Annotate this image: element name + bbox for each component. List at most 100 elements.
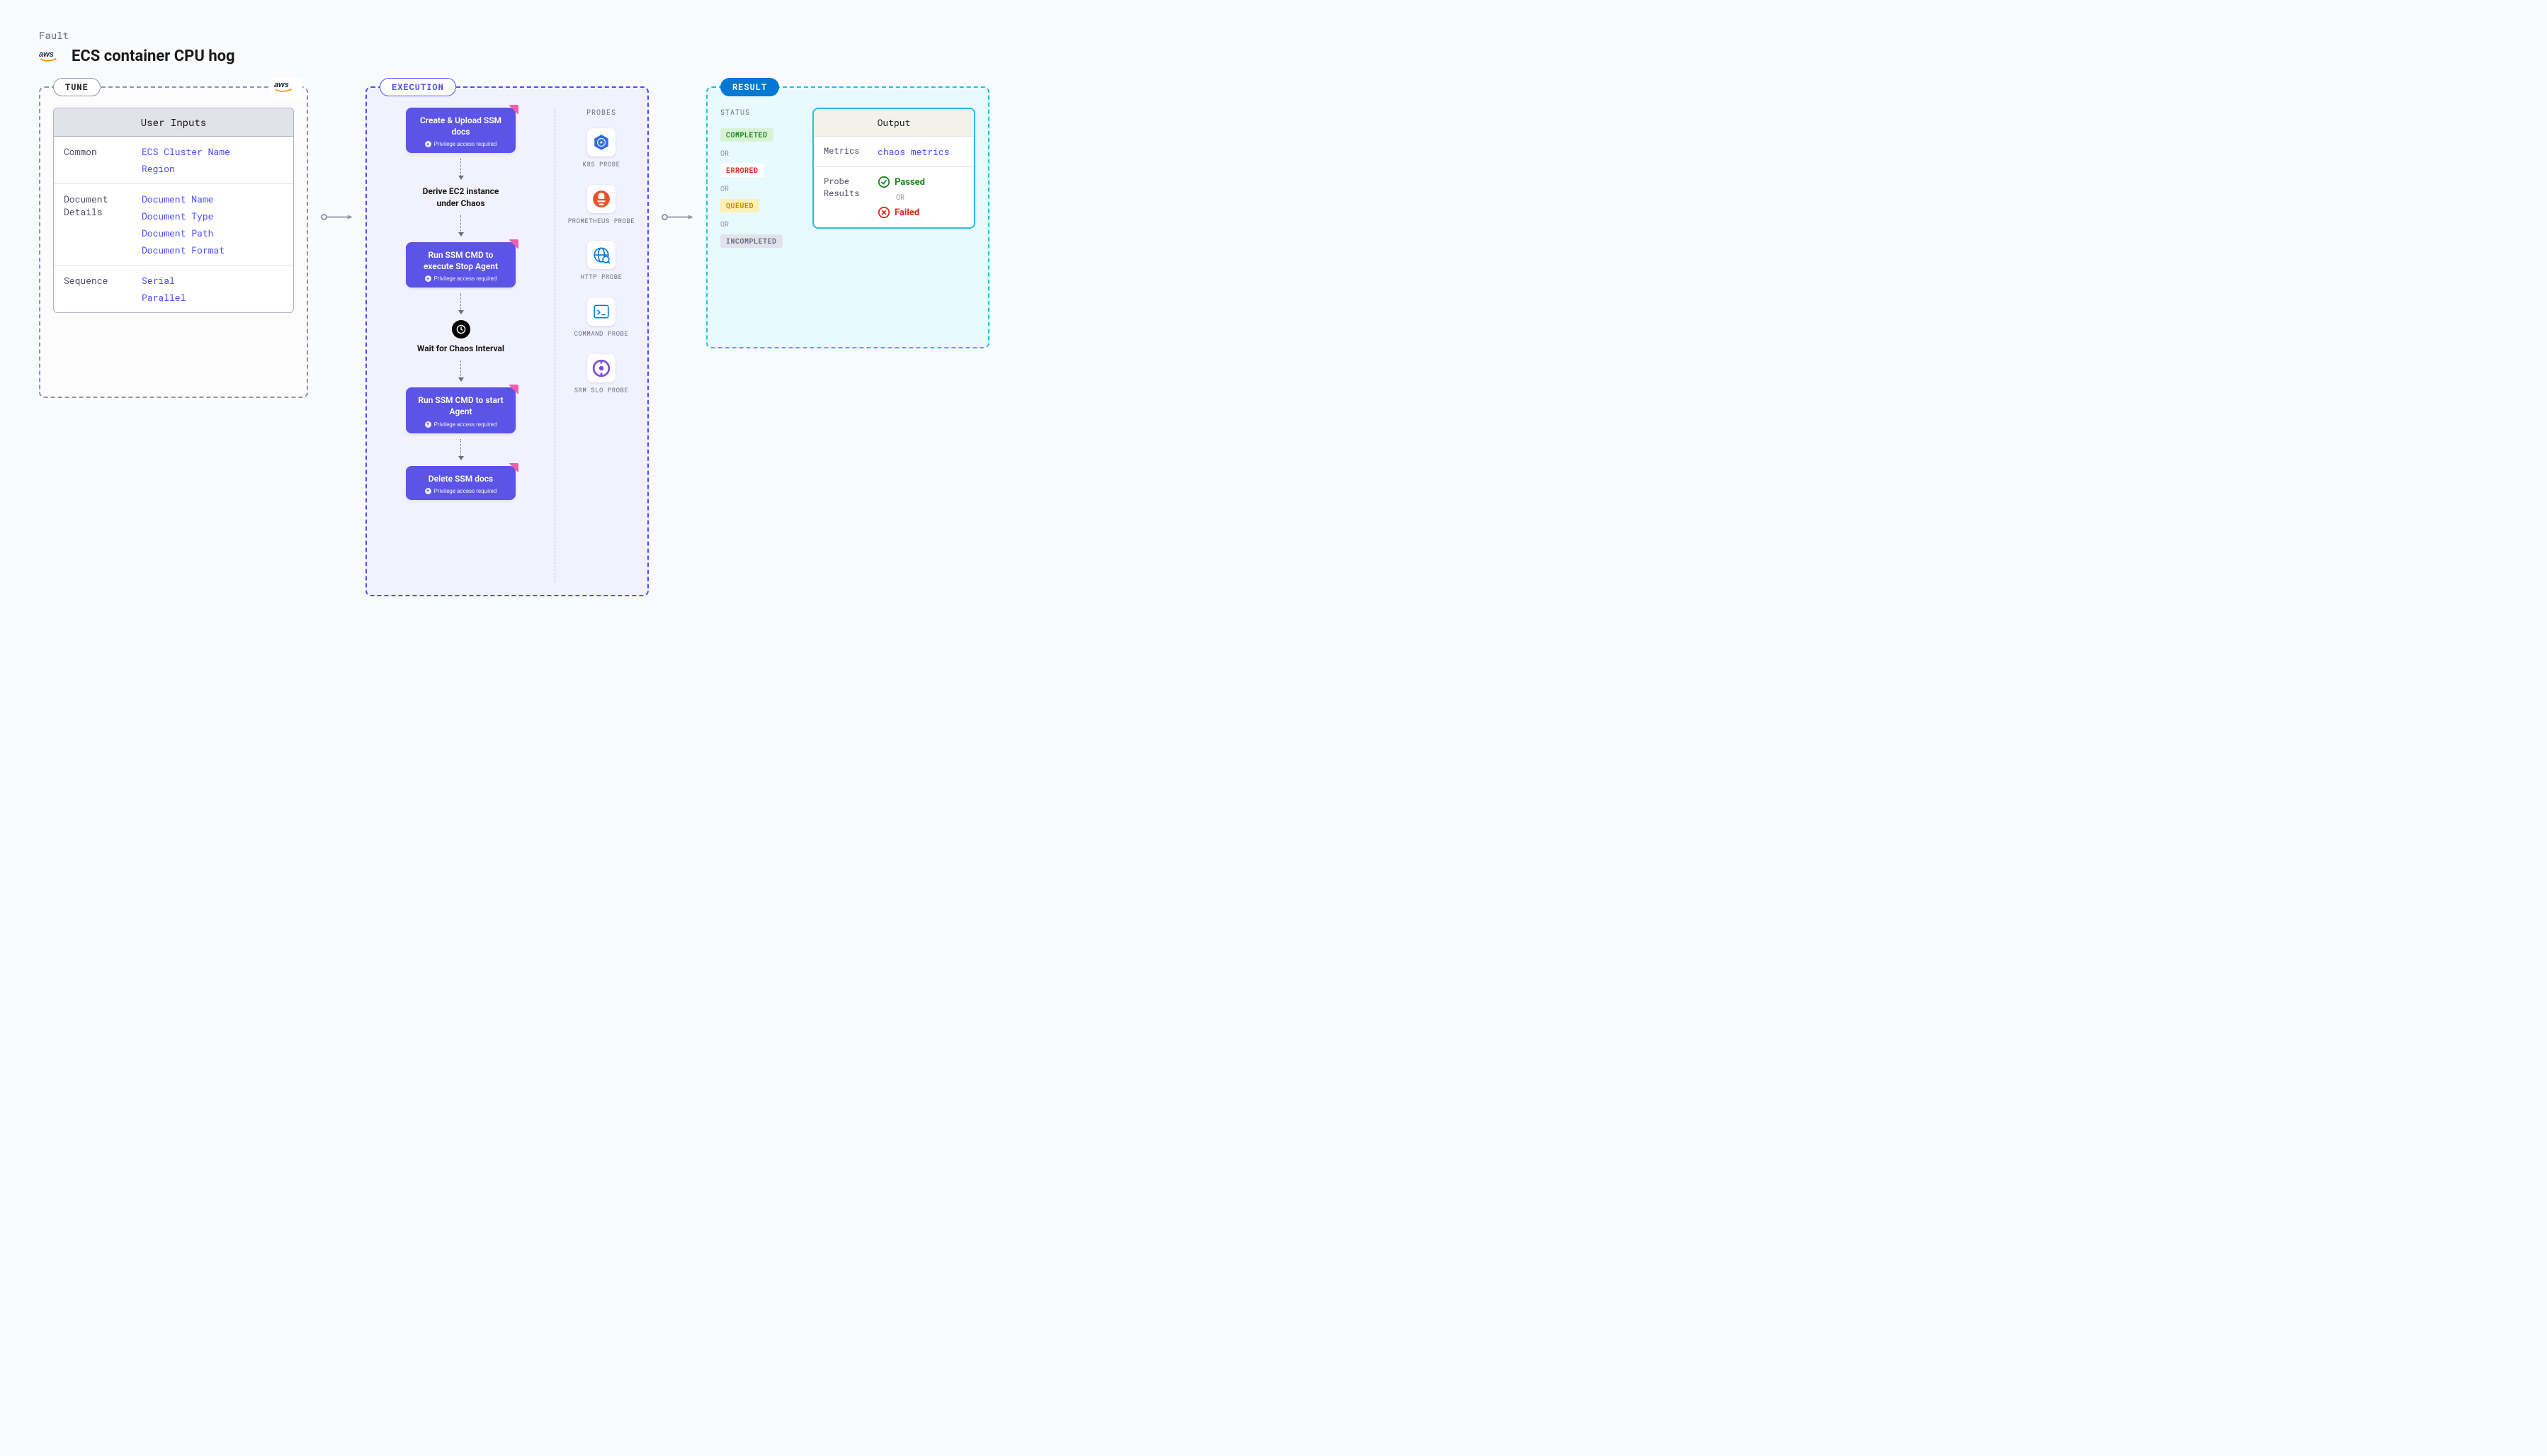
failed-label: Failed [895, 207, 919, 218]
page-title: ECS container CPU hog [72, 47, 235, 65]
metrics-value: chaos metrics [878, 145, 949, 158]
status-badge: INCOMPLETED [720, 234, 783, 248]
title-row: aws ECS container CPU hog [39, 47, 2508, 65]
input-param: Document Format [142, 244, 225, 256]
probe-item: PROMETHEUS PROBE [568, 185, 635, 226]
output-box: Output Metrics chaos metrics Probe Resul… [812, 108, 975, 229]
privilege-note: +Privilege access required [416, 421, 506, 428]
step-title: Wait for Chaos Interval [412, 343, 511, 355]
connector-arrow [321, 214, 353, 220]
row-label: Document Details [64, 193, 127, 256]
probes-column: PROBES K8S PROBE PROMETHEUS PROBE HTTP P… [555, 108, 647, 582]
prom-probe-icon [587, 185, 616, 213]
plain-step: Derive EC2 instance under Chaos [412, 186, 511, 210]
status-column: STATUS COMPLETEDORERROREDORQUEUEDORINCOM… [720, 108, 798, 334]
diagram-container: TUNE aws User Inputs CommonECS Cluster N… [39, 86, 2508, 596]
input-param: ECS Cluster Name [142, 145, 230, 158]
srm-probe-icon [587, 354, 616, 382]
probes-label: PROBES [586, 108, 616, 117]
probe-name: K8S PROBE [582, 161, 620, 169]
row-values: ECS Cluster Name Region [142, 145, 230, 175]
row-values: Serial Parallel [142, 274, 186, 304]
probe-item: K8S PROBE [568, 128, 635, 169]
inputs-row: Common ECS Cluster Name Region [54, 137, 293, 184]
aws-badge: aws [270, 78, 302, 99]
status-badge: ERRORED [720, 164, 764, 177]
privilege-note: +Privilege access required [416, 275, 506, 282]
check-circle-icon [878, 176, 890, 188]
step-card: Run SSM CMD to execute Stop Agent +Privi… [406, 242, 516, 288]
input-param: Serial [142, 274, 186, 287]
aws-logo-icon: aws [274, 79, 298, 95]
step-card: Run SSM CMD to start Agent +Privilege ac… [406, 387, 516, 433]
plus-icon: + [425, 488, 431, 494]
inputs-header: User Inputs [54, 108, 293, 137]
or-text: OR [720, 220, 798, 229]
input-param: Region [142, 162, 230, 175]
privilege-tag-icon [509, 385, 518, 394]
svg-text:aws: aws [39, 50, 54, 59]
row-label: Common [64, 145, 127, 175]
inputs-row: Document Details Document Name Document Ty… [54, 184, 293, 266]
privilege-tag-icon [509, 105, 518, 115]
cmd-probe-icon [587, 297, 616, 326]
execution-pill: EXECUTION [380, 78, 456, 96]
probe-name: HTTP PROBE [580, 273, 622, 282]
passed-result: Passed [878, 176, 925, 188]
tune-pill: TUNE [53, 78, 101, 96]
probe-results-values: Passed OR Failed [878, 176, 925, 219]
step-title: Delete SSM docs [416, 473, 506, 484]
step-card: Delete SSM docs +Privilege access requir… [406, 466, 516, 500]
k8s-probe-icon [587, 128, 616, 157]
user-inputs-table: User Inputs Common ECS Cluster Name Region… [53, 108, 294, 313]
output-metrics-row: Metrics chaos metrics [814, 137, 974, 167]
arrow-down-icon [458, 360, 464, 382]
step-title: Create & Upload SSM docs [416, 115, 506, 137]
arrow-down-icon [458, 159, 464, 180]
arrow-down-icon [458, 439, 464, 460]
execution-panel: EXECUTION Create & Upload SSM docs +Priv… [365, 86, 649, 596]
probe-results-label: Probe Results [824, 176, 868, 200]
input-param: Document Path [142, 227, 225, 239]
step-title: Run SSM CMD to execute Stop Agent [416, 249, 506, 272]
result-panel: RESULT STATUS COMPLETEDORERROREDORQUEUED… [706, 86, 989, 348]
probe-item: SRM SLO PROBE [568, 354, 635, 395]
arrow-down-icon [458, 293, 464, 314]
probe-name: PROMETHEUS PROBE [568, 217, 635, 226]
output-probe-results-row: Probe Results Passed OR Failed [814, 167, 974, 227]
metrics-label: Metrics [824, 145, 868, 157]
aws-logo-icon: aws [39, 49, 63, 64]
connector-arrow [662, 214, 693, 220]
clock-icon [452, 320, 470, 339]
status-badge: QUEUED [720, 199, 759, 212]
fault-label: Fault [39, 28, 2508, 42]
input-param: Document Name [142, 193, 225, 205]
plus-icon: + [425, 275, 431, 282]
probe-item: COMMAND PROBE [568, 297, 635, 339]
step-title: Run SSM CMD to start Agent [416, 394, 506, 417]
arrow-down-icon [458, 215, 464, 237]
input-param: Document Type [142, 210, 225, 222]
plus-icon: + [425, 421, 431, 428]
output-header: Output [814, 109, 974, 137]
probe-item: HTTP PROBE [568, 241, 635, 282]
status-label: STATUS [720, 108, 798, 117]
privilege-note: +Privilege access required [416, 141, 506, 147]
failed-result: Failed [878, 206, 925, 219]
result-pill: RESULT [720, 78, 779, 96]
step-card: Create & Upload SSM docs +Privilege acce… [406, 108, 516, 153]
input-param: Parallel [142, 291, 186, 304]
or-text: OR [720, 149, 798, 158]
header: Fault aws ECS container CPU hog [39, 28, 2508, 65]
or-text: OR [896, 193, 925, 202]
probe-name: COMMAND PROBE [574, 330, 629, 339]
x-circle-icon [878, 206, 890, 219]
tune-panel: TUNE aws User Inputs CommonECS Cluster N… [39, 86, 308, 398]
probe-name: SRM SLO PROBE [574, 387, 629, 395]
privilege-tag-icon [509, 463, 518, 473]
passed-label: Passed [895, 177, 925, 188]
inputs-row: SequenceSerialParallel [54, 266, 293, 312]
or-text: OR [720, 184, 798, 193]
row-values: Document Name Document Type Document Path D… [142, 193, 225, 256]
execution-steps: Create & Upload SSM docs +Privilege acce… [367, 108, 555, 582]
